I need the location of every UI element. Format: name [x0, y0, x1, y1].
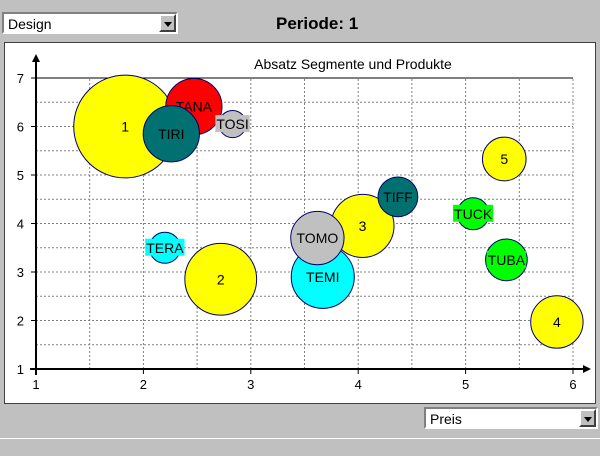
segment-bubble-4: [530, 295, 584, 349]
product-label-tomo: TOMO: [297, 230, 339, 246]
axes: 1 2 3 4 5 6 1 2 3 4 5 6 7: [17, 54, 591, 392]
product-label-tera: TERA: [146, 240, 184, 256]
x-tick-label: 4: [355, 377, 362, 392]
product-label-bg-tera: [145, 238, 185, 256]
product-label-tosi: TOSI: [216, 116, 248, 132]
axis-select-value: Preis: [430, 411, 462, 427]
chart-title: Absatz Segmente und Produkte: [254, 56, 452, 72]
product-label-tuck: TUCK: [454, 206, 493, 222]
product-label-bg-tuba: [486, 250, 527, 268]
product-label-bg-tosi: [215, 115, 250, 133]
chevron-down-icon[interactable]: [579, 409, 596, 427]
segment-label-1: 1: [121, 119, 129, 135]
product-label-tiri: TIRI: [158, 126, 184, 142]
period-title: Periode: 1: [276, 14, 359, 33]
x-tick-label: 2: [140, 377, 147, 392]
chevron-down-icon[interactable]: [159, 14, 176, 32]
y-tick-label: 4: [17, 217, 24, 232]
x-tick-label: 3: [247, 377, 254, 392]
bubbles: 12345TANATIRITOSITERATEMITOMOTIFFTUCKTUB…: [73, 74, 584, 349]
y-tick-label: 7: [17, 71, 24, 86]
design-select-value: Design: [8, 16, 52, 32]
segment-label-3: 3: [359, 218, 367, 234]
product-label-bg-tiri: [157, 124, 186, 142]
product-label-tuba: TUBA: [488, 252, 526, 268]
segment-label-4: 4: [553, 314, 561, 330]
segment-label-5: 5: [500, 151, 508, 167]
segment-label-2: 2: [217, 271, 225, 287]
y-tick-label: 1: [17, 362, 24, 377]
design-select[interactable]: Design: [2, 12, 178, 34]
product-label-bg-temi: [305, 267, 341, 285]
y-tick-label: 6: [17, 120, 24, 135]
axis-select[interactable]: Preis: [424, 407, 598, 429]
segment-bubble-5: [481, 136, 527, 182]
x-tick-label: 1: [32, 377, 39, 392]
product-label-bg-tiff: [382, 187, 414, 205]
product-label-temi: TEMI: [306, 269, 339, 285]
y-axis-arrow-icon: [32, 54, 40, 62]
product-label-tiff: TIFF: [383, 189, 413, 205]
y-tick-label: 5: [17, 168, 24, 183]
product-label-bg-tuck: [453, 204, 494, 222]
segment-bubble-2: [184, 242, 258, 316]
y-tick-label: 3: [17, 265, 24, 280]
x-tick-label: 6: [569, 377, 576, 392]
x-tick-label: 5: [462, 377, 469, 392]
x-axis-arrow-icon: [583, 365, 591, 373]
status-bar: [0, 438, 600, 456]
product-label-bg-tomo: [295, 229, 340, 247]
y-tick-label: 2: [17, 314, 24, 329]
